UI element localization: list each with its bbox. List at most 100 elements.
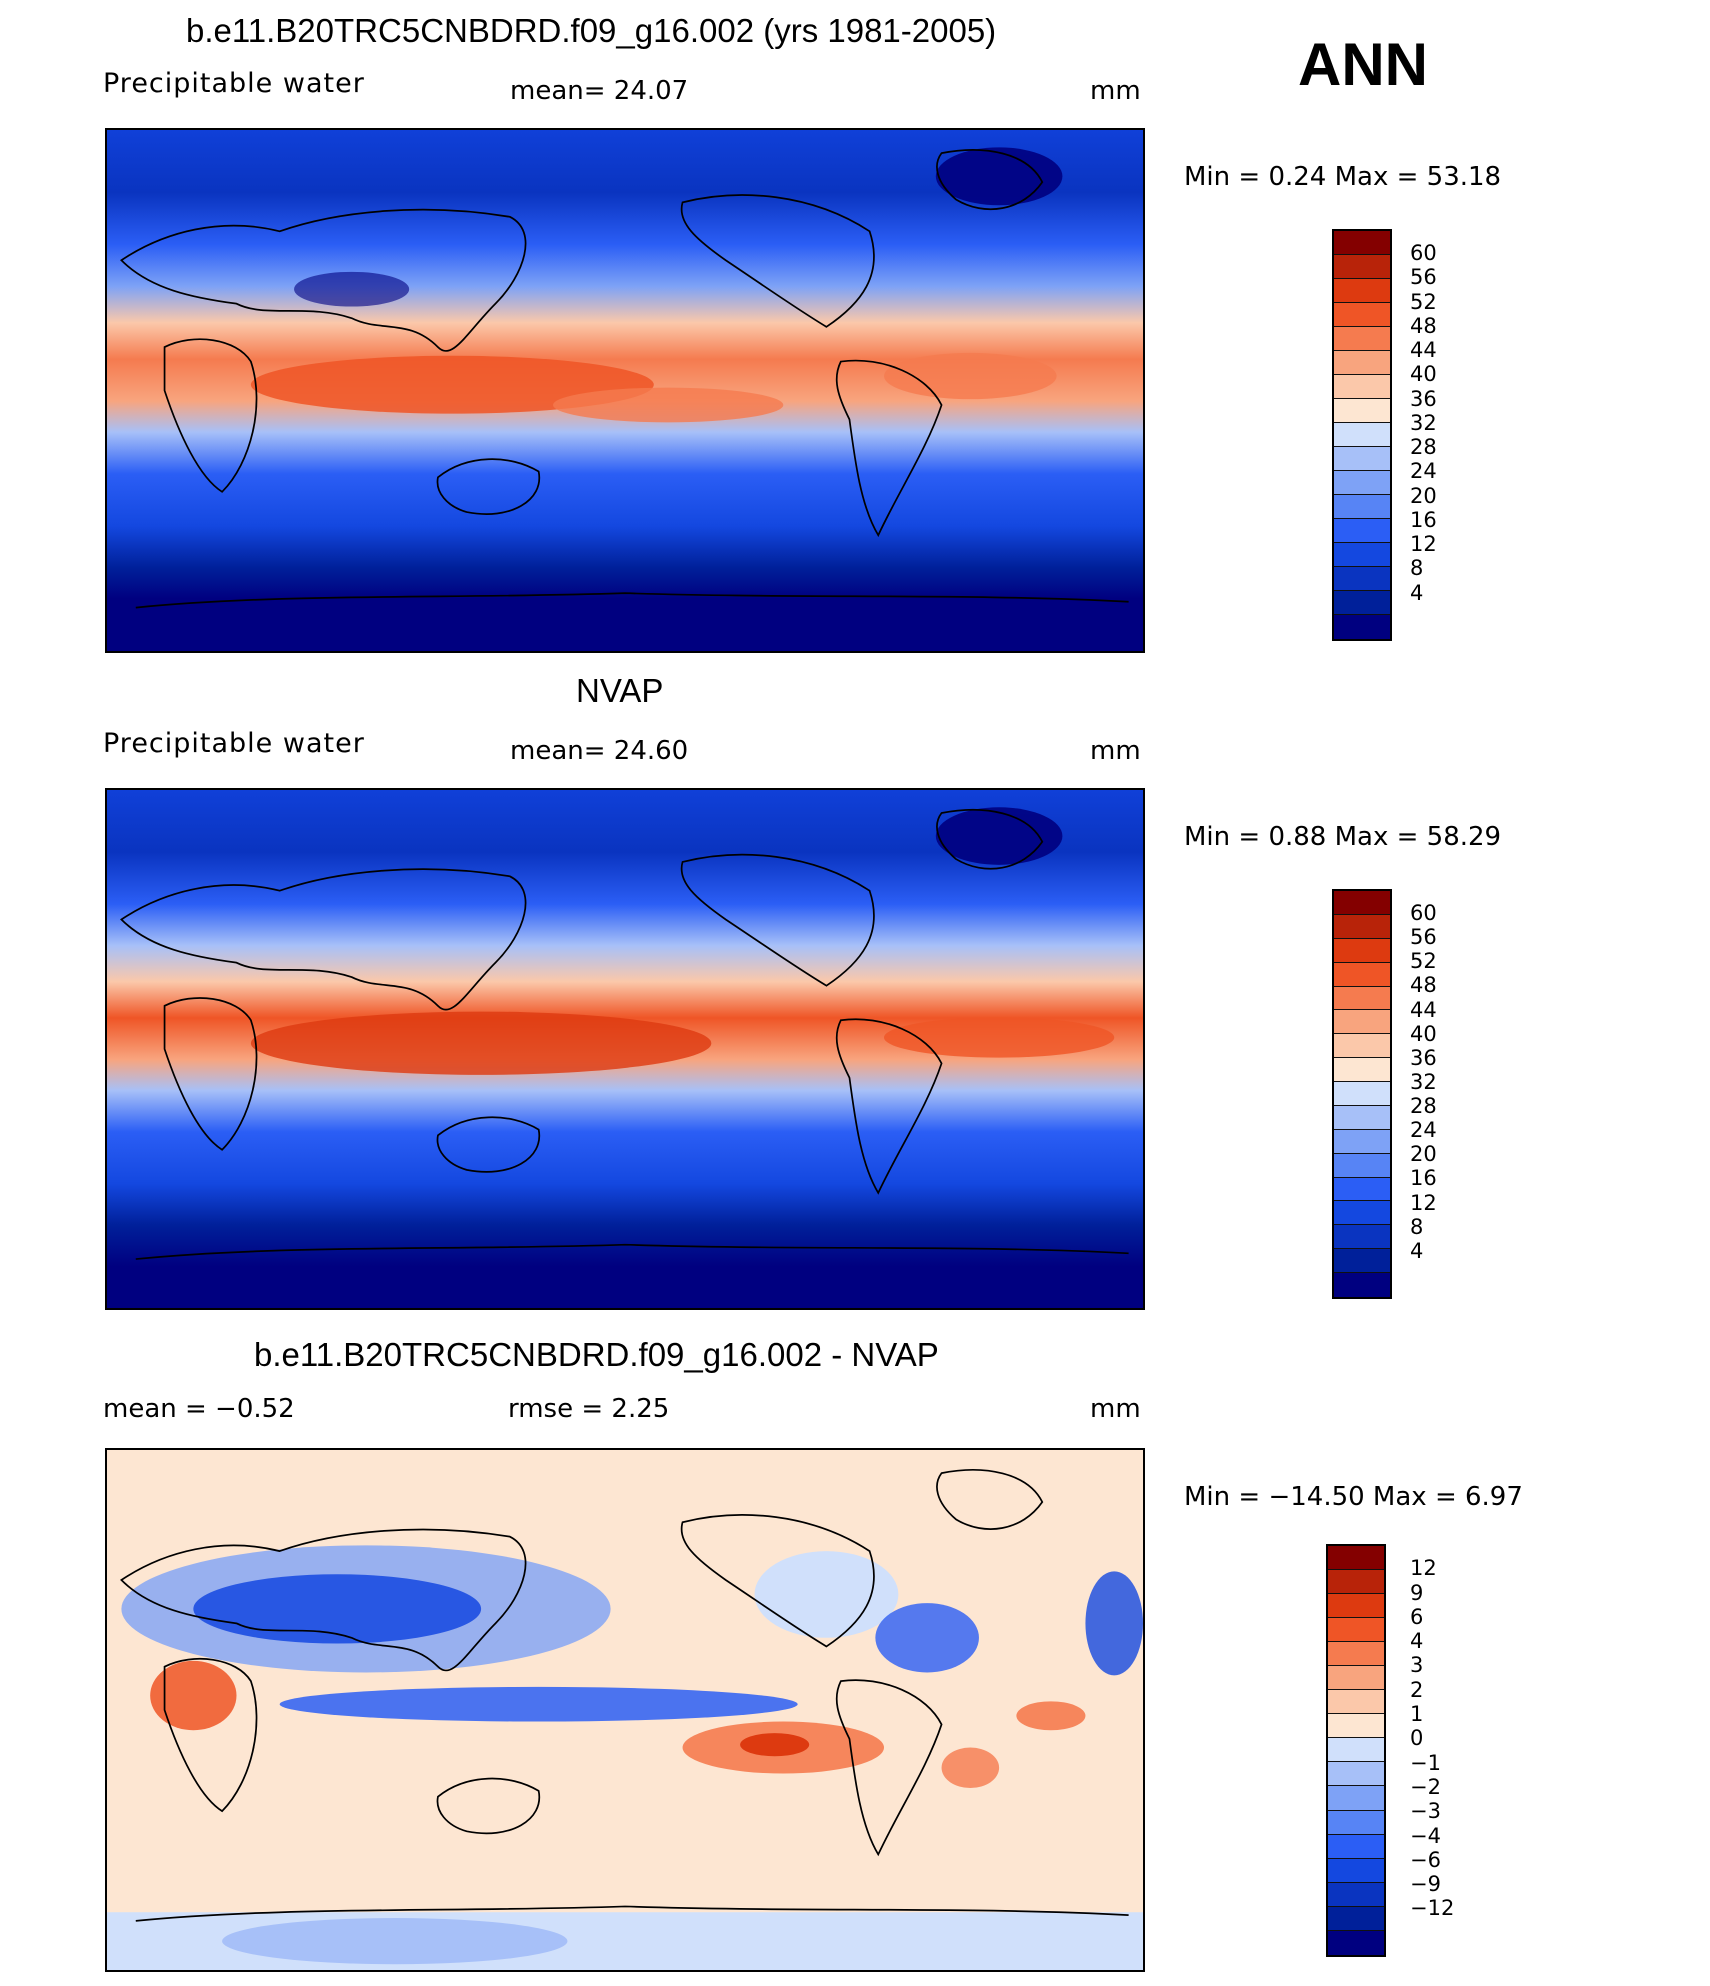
colorbar-segment — [1334, 447, 1390, 471]
panel1-colorbar — [1332, 229, 1392, 641]
colorbar-tick-label: −12 — [1410, 1896, 1455, 1921]
colorbar-segment — [1328, 1714, 1384, 1739]
colorbar-segment — [1334, 1105, 1390, 1130]
colorbar-segment — [1334, 1010, 1390, 1035]
colorbar-tick-label: −2 — [1410, 1774, 1441, 1799]
colorbar-tick-label: 56 — [1410, 925, 1437, 950]
colorbar-tick-label: 60 — [1410, 901, 1437, 926]
panel1-map — [105, 128, 1145, 653]
colorbar-segment — [1334, 591, 1390, 615]
panel2-mean: mean= 24.60 — [510, 736, 689, 766]
colorbar-segment — [1334, 279, 1390, 303]
panel3-mean: mean = −0.52 — [103, 1394, 295, 1424]
colorbar-segment — [1334, 231, 1390, 255]
colorbar-tick-label: 4 — [1410, 1629, 1424, 1654]
colorbar-segment — [1328, 1810, 1384, 1835]
colorbar-tick-label: 0 — [1410, 1726, 1424, 1751]
panel3-colorbar — [1326, 1544, 1386, 1957]
colorbar-segment — [1328, 1690, 1384, 1715]
colorbar-tick-label: 24 — [1410, 1118, 1437, 1143]
colorbar-tick-label: 9 — [1410, 1580, 1424, 1605]
panel3-units: mm — [1090, 1394, 1141, 1424]
colorbar-tick-label: 6 — [1410, 1604, 1424, 1629]
colorbar-segment — [1328, 1546, 1384, 1571]
panel2-map-svg — [107, 790, 1143, 1308]
panel3-map — [105, 1448, 1145, 1972]
colorbar-tick-label: 12 — [1410, 1190, 1437, 1215]
colorbar-segment — [1334, 375, 1390, 399]
colorbar-segment — [1334, 471, 1390, 495]
colorbar-tick-label: 48 — [1410, 973, 1437, 998]
colorbar-segment — [1334, 914, 1390, 939]
colorbar-segment — [1328, 1834, 1384, 1859]
colorbar-tick-label: 16 — [1410, 507, 1437, 532]
colorbar-tick-label: −4 — [1410, 1823, 1441, 1848]
panel3-rmse: rmse = 2.25 — [508, 1394, 670, 1424]
colorbar-tick-label: 44 — [1410, 997, 1437, 1022]
colorbar-segment — [1334, 1129, 1390, 1154]
colorbar-tick-label: 36 — [1410, 1045, 1437, 1070]
colorbar-segment — [1334, 351, 1390, 375]
panel2-colorbar — [1332, 889, 1392, 1299]
season-label: ANN — [1298, 31, 1428, 98]
colorbar-tick-label: −9 — [1410, 1872, 1441, 1897]
colorbar-tick-label: 2 — [1410, 1677, 1424, 1702]
colorbar-segment — [1328, 1858, 1384, 1883]
colorbar-segment — [1334, 1225, 1390, 1250]
colorbar-segment — [1334, 1058, 1390, 1082]
colorbar-segment — [1328, 1738, 1384, 1763]
colorbar-segment — [1334, 615, 1390, 639]
colorbar-tick-label: 8 — [1410, 556, 1424, 581]
panel1-mean: mean= 24.07 — [510, 76, 689, 106]
colorbar-tick-label: 12 — [1410, 1556, 1437, 1581]
colorbar-segment — [1328, 1570, 1384, 1595]
colorbar-tick-label: 20 — [1410, 483, 1437, 508]
colorbar-tick-label: 40 — [1410, 362, 1437, 387]
colorbar-tick-label: 48 — [1410, 313, 1437, 338]
colorbar-segment — [1328, 1642, 1384, 1667]
colorbar-tick-label: 32 — [1410, 410, 1437, 435]
colorbar-tick-label: 56 — [1410, 265, 1437, 290]
panel3-title: b.e11.B20TRC5CNBDRD.f09_g16.002 - NVAP — [254, 1336, 939, 1373]
colorbar-segment — [1334, 1177, 1390, 1202]
colorbar-segment — [1334, 1201, 1390, 1226]
colorbar-tick-label: 36 — [1410, 386, 1437, 411]
colorbar-tick-label: 44 — [1410, 338, 1437, 363]
colorbar-segment — [1334, 1273, 1390, 1297]
colorbar-tick-label: 24 — [1410, 459, 1437, 484]
panel1-minmax: Min = 0.24 Max = 53.18 — [1184, 162, 1502, 192]
colorbar-segment — [1328, 1882, 1384, 1907]
colorbar-segment — [1334, 519, 1390, 543]
colorbar-segment — [1334, 938, 1390, 963]
colorbar-segment — [1334, 327, 1390, 351]
colorbar-segment — [1334, 891, 1390, 915]
colorbar-segment — [1334, 567, 1390, 591]
panel1-title: b.e11.B20TRC5CNBDRD.f09_g16.002 (yrs 198… — [186, 12, 997, 49]
colorbar-segment — [1328, 1666, 1384, 1691]
colorbar-segment — [1328, 1786, 1384, 1811]
colorbar-segment — [1334, 1153, 1390, 1178]
panel3-coastlines — [120, 1469, 1129, 1922]
colorbar-tick-label: 60 — [1410, 241, 1437, 266]
colorbar-tick-label: 12 — [1410, 532, 1437, 557]
colorbar-segment — [1328, 1906, 1384, 1931]
colorbar-segment — [1334, 1034, 1390, 1059]
colorbar-segment — [1334, 423, 1390, 447]
colorbar-segment — [1334, 495, 1390, 519]
colorbar-tick-label: 40 — [1410, 1021, 1437, 1046]
colorbar-tick-label: 52 — [1410, 949, 1437, 974]
colorbar-segment — [1334, 1249, 1390, 1273]
colorbar-tick-label: 28 — [1410, 435, 1437, 460]
colorbar-tick-label: 32 — [1410, 1069, 1437, 1094]
colorbar-tick-label: 20 — [1410, 1142, 1437, 1167]
colorbar-tick-label: −1 — [1410, 1750, 1441, 1775]
colorbar-tick-label: 4 — [1410, 1238, 1424, 1263]
colorbar-segment — [1334, 255, 1390, 279]
panel1-map-svg — [107, 130, 1143, 651]
colorbar-segment — [1334, 303, 1390, 327]
colorbar-segment — [1328, 1594, 1384, 1619]
panel3-minmax: Min = −14.50 Max = 6.97 — [1184, 1482, 1523, 1512]
colorbar-tick-label: 52 — [1410, 289, 1437, 314]
colorbar-segment — [1328, 1930, 1384, 1955]
panel2-units: mm — [1090, 736, 1141, 766]
